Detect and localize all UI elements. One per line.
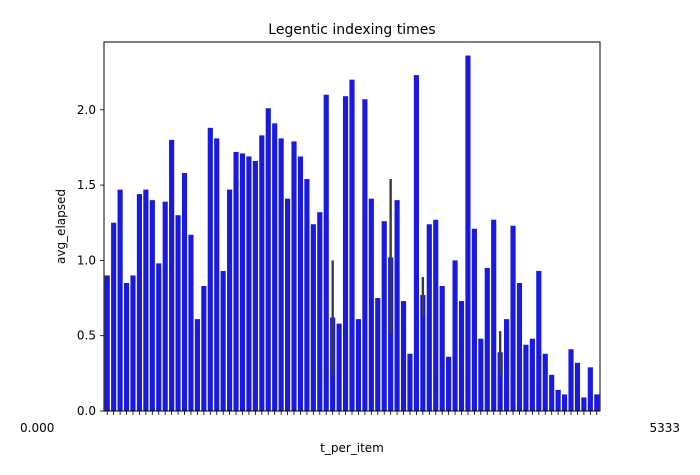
bar-11 (175, 215, 181, 411)
bar-12 (181, 173, 188, 411)
bar-50 (426, 224, 432, 411)
bar-58 (478, 338, 484, 411)
bar-72 (568, 349, 574, 411)
bar-65 (523, 344, 529, 411)
bar-67 (536, 270, 542, 411)
bar-38 (349, 79, 355, 411)
bar-55 (458, 301, 465, 411)
bar-5 (136, 194, 143, 411)
bar-45 (394, 200, 400, 411)
bar-63 (510, 225, 516, 411)
bar-47 (407, 353, 413, 411)
bar-17 (214, 138, 220, 411)
bar-20 (233, 151, 239, 411)
bar-29 (291, 141, 297, 411)
chart-title: Legentic indexing times (268, 22, 435, 38)
bar-71 (561, 394, 568, 411)
x-axis-title: t_per_item (320, 441, 384, 455)
bar-2 (117, 189, 123, 411)
plot-frame (103, 41, 601, 412)
bar-54 (452, 260, 458, 411)
x-ticks-group (106, 411, 598, 415)
bar-64 (516, 282, 523, 411)
bar-36 (336, 323, 342, 411)
bar-66 (529, 338, 535, 411)
y-tick-label-2: 1.0 (77, 253, 96, 267)
bar-57 (471, 228, 477, 411)
bars-group (104, 55, 600, 412)
bar-27 (278, 138, 284, 411)
y-tick-label-4: 2.0 (77, 103, 96, 117)
bar-24 (259, 135, 265, 412)
bar-51 (433, 219, 439, 411)
bar-21 (239, 153, 246, 411)
bar-73 (574, 362, 581, 411)
bar-76 (594, 394, 600, 411)
bar-1 (111, 222, 117, 411)
bar-8 (156, 263, 162, 411)
bar-75 (587, 367, 593, 411)
bar-41 (368, 198, 374, 411)
bar-18 (220, 270, 226, 411)
bar-46 (400, 301, 407, 411)
y-axis-title: avg_elapsed (54, 189, 68, 264)
bar-33 (317, 212, 323, 411)
bar-70 (555, 389, 561, 411)
y-tick-label-3: 1.5 (77, 178, 96, 192)
bar-62 (504, 319, 510, 411)
bar-40 (362, 99, 368, 411)
bar-25 (265, 108, 271, 412)
bar-22 (246, 156, 252, 411)
bar-43 (381, 221, 387, 411)
bar-48 (413, 75, 419, 411)
bar-52 (439, 285, 445, 411)
x-tick-label-left: 0.000 (20, 421, 54, 435)
bar-28 (285, 198, 291, 411)
bar-61 (497, 352, 503, 411)
bar-37 (342, 96, 349, 412)
error-bars-group (331, 179, 502, 375)
y-axis: 0.0 0.5 1.0 1.5 2.0 (77, 103, 104, 418)
bar-19 (227, 189, 233, 411)
bar-13 (188, 234, 194, 411)
bar-14 (194, 319, 200, 411)
bar-53 (446, 356, 452, 411)
bar-39 (355, 319, 362, 411)
bar-59 (484, 267, 490, 411)
bar-15 (201, 285, 207, 411)
bar-4 (130, 275, 136, 411)
bar-68 (542, 353, 548, 411)
bar-6 (143, 189, 149, 411)
y-tick-label-1: 0.5 (77, 329, 96, 343)
bar-69 (549, 374, 555, 411)
bar-60 (491, 219, 497, 411)
bar-7 (149, 200, 155, 411)
bar-23 (252, 160, 258, 411)
y-tick-label-0: 0.0 (77, 404, 96, 418)
bar-74 (581, 397, 587, 411)
bar-32 (310, 224, 316, 411)
bar-31 (304, 179, 310, 411)
bar-26 (272, 123, 278, 411)
bar-42 (375, 298, 381, 411)
bar-56 (465, 55, 471, 411)
bar-16 (207, 127, 213, 412)
x-tick-label-right: 5333 (649, 421, 680, 435)
bar-49 (420, 295, 426, 411)
bar-0 (104, 275, 110, 411)
bar-9 (162, 201, 168, 411)
bar-3 (123, 282, 130, 411)
bar-30 (297, 156, 304, 411)
bar-34 (323, 94, 329, 411)
bar-10 (169, 139, 175, 412)
